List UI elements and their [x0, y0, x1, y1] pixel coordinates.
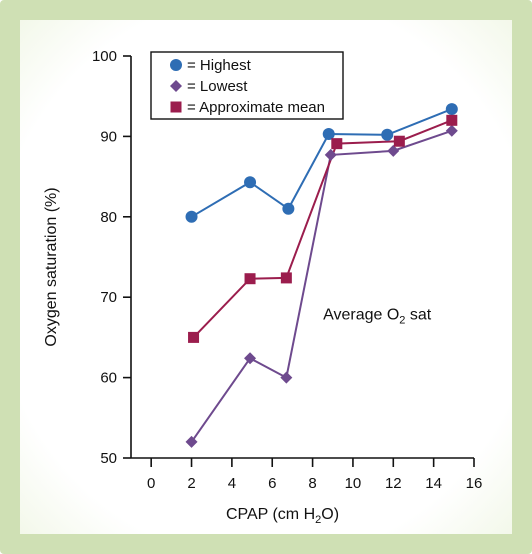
x-tick-label: 8 — [308, 475, 316, 492]
data-point-circle — [445, 103, 458, 116]
data-point-square — [393, 135, 405, 147]
x-tick-label: 12 — [385, 475, 402, 492]
data-point-square — [280, 272, 292, 284]
series-line-diamond — [190, 129, 453, 443]
x-tick-label: 4 — [228, 475, 236, 492]
y-tick-label: 60 — [100, 370, 117, 387]
legend-label: = Approximate mean — [187, 99, 325, 116]
x-tick-label: 16 — [466, 475, 483, 492]
series-markers — [185, 103, 458, 448]
data-point-diamond — [244, 352, 257, 365]
series-line-square — [192, 119, 453, 339]
data-point-diamond — [445, 124, 458, 137]
x-tick-label: 0 — [147, 475, 155, 492]
data-point-diamond — [280, 371, 293, 384]
x-tick-label: 10 — [345, 475, 362, 492]
legend-marker-diamond — [170, 80, 182, 92]
y-tick-label: 70 — [100, 289, 117, 306]
y-tick-label: 100 — [92, 48, 117, 65]
data-point-circle — [185, 210, 198, 223]
data-point-circle — [282, 202, 295, 215]
series-line-circle — [191, 108, 453, 218]
data-point-diamond — [387, 144, 400, 157]
data-point-diamond — [185, 435, 198, 448]
legend: = Highest = Lowest = Approximate mean — [150, 51, 344, 120]
data-point-diamond — [324, 148, 337, 161]
series-lines — [190, 108, 453, 443]
y-tick-label: 80 — [100, 209, 117, 226]
legend-marker-square — [170, 101, 182, 113]
x-tick-label: 6 — [268, 475, 276, 492]
legend-label: = Highest — [187, 57, 252, 74]
legend-label: = Lowest — [187, 78, 248, 95]
data-point-circle — [244, 176, 257, 189]
legend-box — [150, 51, 344, 120]
legend-marker-circle — [170, 59, 182, 71]
data-point-square — [446, 114, 458, 126]
axes: 50 60 70 80 90 100 0 2 4 6 8 10 12 14 16 CPAP (cm H2O) O… — [43, 48, 482, 526]
y-axis-label: Oxygen saturation (%) — [43, 187, 60, 346]
data-point-circle — [322, 127, 335, 140]
y-tick-label: 90 — [100, 128, 117, 145]
data-point-square — [188, 331, 200, 343]
annotation-average-o2-sat: Average O2 sat — [323, 307, 432, 327]
y-tick-label: 50 — [100, 450, 117, 467]
x-tick-label: 2 — [187, 475, 195, 492]
x-axis-label: CPAP (cm H2O) — [226, 506, 339, 526]
x-tick-label: 14 — [425, 475, 442, 492]
data-point-circle — [381, 128, 394, 141]
data-point-square — [331, 138, 343, 150]
data-point-square — [244, 273, 256, 285]
